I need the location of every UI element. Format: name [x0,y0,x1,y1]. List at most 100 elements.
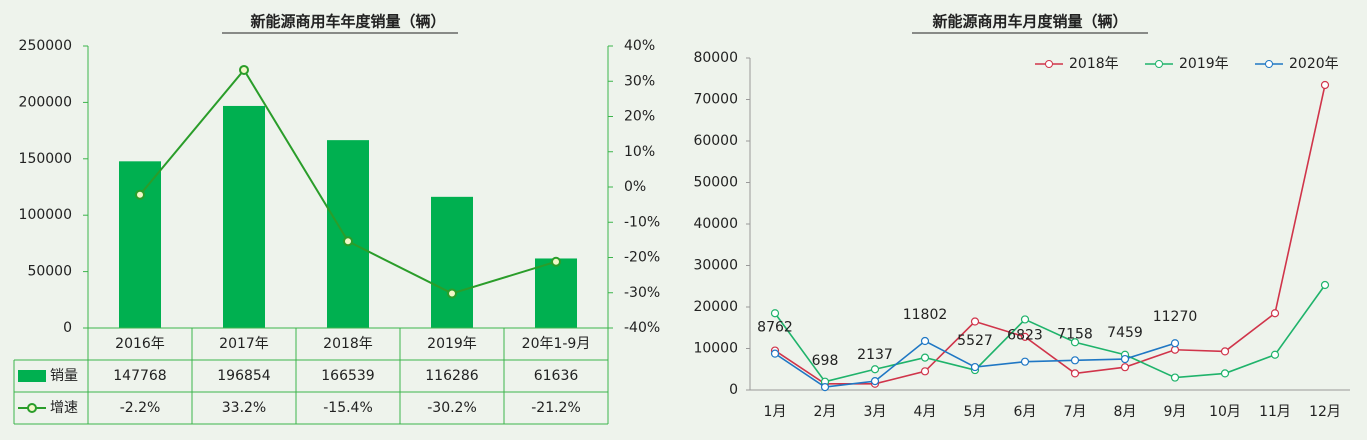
y2-tick-label: -10% [624,214,660,230]
series-marker [1220,347,1230,356]
data-label: 5527 [957,333,993,349]
x-tick-label: 5月 [964,404,987,420]
growth-marker [447,288,457,299]
legend-marker [1045,60,1053,68]
table-value: 166539 [321,368,374,384]
y-tick-label: 50000 [693,175,738,191]
data-label: 2137 [857,347,893,363]
data-label: 8762 [757,320,793,336]
series-line [774,84,1326,385]
y-tick-label: 60000 [693,133,738,149]
bar [535,258,577,328]
table-value: 147768 [113,368,166,384]
series-marker [1270,350,1280,359]
series-marker [1020,357,1030,366]
y2-tick-label: 30% [624,73,655,89]
x-tick-label: 1月 [764,404,787,420]
growth-marker [135,189,145,200]
series-marker [1170,339,1180,348]
x-tick-label: 2016年 [115,336,165,352]
y2-tick-label: -30% [624,285,660,301]
legend-label: 2019年 [1179,56,1229,72]
series-marker [1020,315,1030,324]
y-tick-label: 80000 [693,50,738,66]
y2-tick-label: 40% [624,38,655,54]
series-marker [1320,280,1330,290]
series-marker [1170,373,1180,382]
series-marker [820,383,830,392]
legend-marker [27,403,37,413]
bar [327,140,369,328]
series-line [774,284,1326,383]
series-marker [1120,363,1130,372]
table-value: -15.4% [323,400,373,416]
table-value: 116286 [425,368,479,384]
x-tick-label: 7月 [1064,404,1087,420]
series-marker [1320,80,1330,90]
series-marker [1070,338,1080,347]
y-tick-label: 0 [63,320,72,336]
series-marker [920,336,930,346]
y2-tick-label: 0% [624,179,646,195]
series-marker [970,362,980,372]
series-marker [770,349,780,358]
table-value: 61636 [534,368,579,384]
x-tick-label: 8月 [1114,404,1137,420]
y-tick-label: 100000 [19,207,72,223]
series-marker [920,353,930,362]
y-tick-label: 150000 [19,151,72,167]
y-tick-label: 200000 [19,94,72,110]
y-tick-label: 10000 [693,341,738,357]
x-tick-label: 2018年 [323,336,373,352]
y-tick-label: 70000 [693,92,738,108]
x-tick-label: 10月 [1209,404,1241,420]
x-tick-label: 2月 [814,404,837,420]
legend-swatch [18,370,46,382]
data-label: 7459 [1107,325,1143,341]
series-marker [1070,356,1080,365]
x-tick-label: 3月 [864,404,887,420]
y2-tick-label: 10% [624,144,655,160]
series-marker [970,317,980,326]
series-marker [870,377,880,386]
y2-tick-label: -20% [624,250,660,266]
series-marker [920,367,930,376]
table-value: 33.2% [222,400,266,416]
legend-label: 销量 [50,368,78,384]
y-tick-label: 40000 [693,216,738,232]
y2-tick-label: -40% [624,320,660,336]
x-tick-label: 6月 [1014,404,1037,420]
data-label: 7158 [1057,326,1093,342]
x-tick-label: 4月 [914,404,937,420]
x-tick-label: 2017年 [219,336,269,352]
series-marker [1270,309,1280,318]
bar [431,196,473,328]
y-tick-label: 250000 [19,38,72,54]
y-tick-label: 50000 [27,264,72,280]
x-tick-label: 2019年 [427,336,477,352]
legend-label: 增速 [50,400,78,416]
table-value: -2.2% [120,400,161,416]
legend-marker [1155,60,1163,68]
table-value: 196854 [217,368,271,384]
x-tick-label: 11月 [1259,404,1291,420]
chart-title: 新能源商用车年度销量（辆） [250,13,445,31]
chart-title: 新能源商用车月度销量（辆） [932,13,1127,31]
table-value: -30.2% [427,400,477,416]
table-value: -21.2% [531,400,581,416]
legend-label: 2018年 [1069,56,1119,72]
bar [119,161,161,328]
series-marker [1020,332,1030,341]
legend-marker [1265,60,1273,68]
data-label: 11270 [1153,309,1198,325]
y-tick-label: 20000 [693,299,738,315]
growth-marker [551,256,561,267]
growth-marker [239,64,249,75]
x-tick-label: 9月 [1164,404,1187,420]
legend-label: 2020年 [1289,56,1339,72]
x-tick-label: 12月 [1309,404,1341,420]
bar [223,105,265,328]
data-label: 698 [812,353,839,369]
series-marker [770,309,780,318]
